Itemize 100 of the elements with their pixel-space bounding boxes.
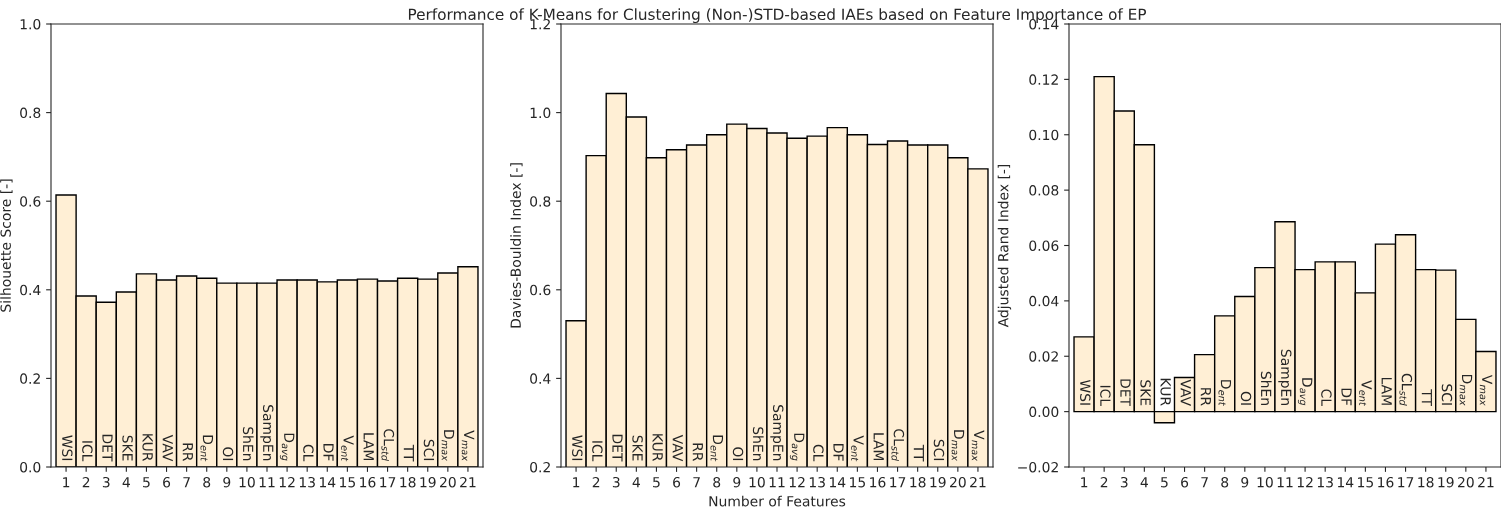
y-tick-label: 0.06 — [1029, 240, 1059, 251]
x-tick-label: 10 — [239, 476, 255, 488]
x-tick-label: 7 — [183, 477, 190, 488]
annotation: WSI — [62, 435, 73, 461]
annotation: SKE — [1140, 380, 1151, 406]
x-tick-label: 13 — [1317, 476, 1333, 488]
annotation: D$_{ent}$ — [200, 435, 214, 462]
x-tick-label: 12 — [789, 476, 805, 488]
annotation: CL$_{std}$ — [891, 429, 905, 462]
annotation: SCI — [1441, 384, 1453, 405]
x-tick-label: 16 — [360, 476, 376, 488]
annotation: CL$_{std}$ — [1399, 373, 1413, 406]
annotation: ICL — [1100, 385, 1111, 406]
x-tick-label: 14 — [1337, 477, 1354, 488]
annotation: KUR — [142, 434, 153, 462]
annotation: D$_{ent}$ — [1218, 380, 1232, 406]
y-tick-label: 0.2 — [530, 461, 550, 473]
y-tick-label: 0.4 — [530, 373, 551, 384]
x-tick-label: 10 — [1257, 476, 1273, 488]
annotation: ShEn — [242, 427, 254, 461]
annotation: CL — [1321, 389, 1332, 406]
annotation: SKE — [122, 435, 133, 461]
x-tick-label: 17 — [380, 477, 396, 488]
x-tick-label: 15 — [850, 477, 865, 488]
x-tick-label: 4 — [122, 477, 130, 488]
x-tick-label: 4 — [1140, 477, 1148, 488]
x-axis-title: Number of Features — [709, 495, 846, 507]
annotation: SampEn — [260, 405, 274, 461]
annotation: DF — [323, 444, 334, 461]
x-tick-label: 5 — [1161, 477, 1168, 488]
x-tick-label: 19 — [1438, 476, 1454, 488]
x-tick-label: 12 — [1297, 476, 1313, 488]
x-tick-label: 17 — [890, 477, 906, 488]
x-tick-label: 1 — [573, 477, 580, 488]
y-axis-title: Silhouette Score [-] — [0, 179, 13, 312]
annotation: WSI — [1080, 379, 1091, 405]
x-tick-label: 16 — [870, 476, 886, 488]
y-tick-label: 0.2 — [20, 373, 40, 384]
y-tick-label: 0.04 — [1029, 295, 1059, 307]
annotation: RR — [182, 443, 193, 462]
y-tick-label: 0.08 — [1029, 185, 1059, 196]
x-tick-label: 8 — [203, 476, 211, 488]
x-tick-label: 6 — [163, 476, 171, 488]
annotation: SCI — [933, 439, 945, 461]
y-axis-title: Adjusted Rand Index [-] — [997, 164, 1012, 328]
x-tick-label: 9 — [1241, 476, 1249, 488]
x-tick-label: 15 — [340, 477, 355, 488]
annotation: VAV — [162, 434, 173, 462]
x-tick-label: 20 — [950, 476, 966, 488]
x-tick-label: 1 — [63, 477, 70, 488]
annotation: D$_{avg}$ — [279, 433, 295, 461]
x-tick-label: 13 — [809, 476, 825, 488]
x-tick-label: 12 — [279, 476, 295, 488]
y-tick-label: 0.4 — [20, 284, 41, 296]
annotation: ShEn — [752, 427, 764, 461]
annotation: D$_{ent}$ — [710, 435, 724, 462]
annotation: OI — [732, 447, 744, 461]
annotation: SampEn — [770, 405, 784, 461]
x-tick-label: 19 — [930, 476, 946, 488]
annotation: V$_{max}$ — [461, 430, 475, 462]
annotation: OI — [222, 447, 234, 461]
annotation: VAV — [672, 434, 683, 462]
x-tick-label: 20 — [440, 476, 456, 488]
y-axis-title: Davies-Bouldin Index [-] — [510, 163, 523, 328]
x-tick-label: 20 — [1458, 476, 1474, 488]
y-tick-label: 0.6 — [20, 196, 41, 207]
annotation: V$_{max}$ — [971, 430, 985, 462]
x-tick-label: 7 — [693, 477, 700, 488]
annotation: RR — [692, 443, 703, 462]
x-tick-label: 3 — [612, 476, 620, 488]
annotation: KUR — [652, 434, 663, 462]
x-tick-label: 11 — [769, 477, 785, 488]
y-tick-label: 0.8 — [530, 196, 551, 207]
annotation: D$_{max}$ — [951, 430, 965, 462]
annotation: SKE — [632, 435, 643, 461]
x-tick-label: 17 — [1398, 477, 1414, 488]
annotation: TT — [913, 444, 924, 462]
x-tick-label: 18 — [910, 476, 926, 488]
annotation: WSI — [572, 435, 583, 461]
annotation: CL$_{std}$ — [381, 429, 395, 462]
x-tick-label: 2 — [1100, 476, 1108, 488]
x-tick-label: 2 — [82, 476, 90, 488]
annotation: LAM — [1381, 377, 1392, 405]
annotation: SCI — [423, 439, 435, 461]
annotation: DET — [612, 434, 623, 462]
annotation: ICL — [82, 441, 93, 462]
annotation: SampEn — [1278, 349, 1292, 405]
annotation: LAM — [873, 433, 884, 461]
y-tick-label: 0.8 — [20, 107, 41, 119]
x-tick-label: 19 — [420, 476, 436, 488]
x-tick-label: 13 — [299, 476, 315, 488]
y-tick-label: 0.6 — [530, 284, 551, 296]
x-tick-label: 14 — [829, 477, 846, 488]
x-tick-label: 11 — [1277, 477, 1293, 488]
annotation: LAM — [363, 433, 374, 461]
x-tick-label: 6 — [673, 476, 681, 488]
y-tick-label: 0.10 — [1029, 129, 1059, 141]
annotation: ICL — [592, 441, 603, 462]
y-tick-label: −0.02 — [1018, 461, 1058, 473]
x-tick-label: 16 — [1378, 476, 1394, 488]
